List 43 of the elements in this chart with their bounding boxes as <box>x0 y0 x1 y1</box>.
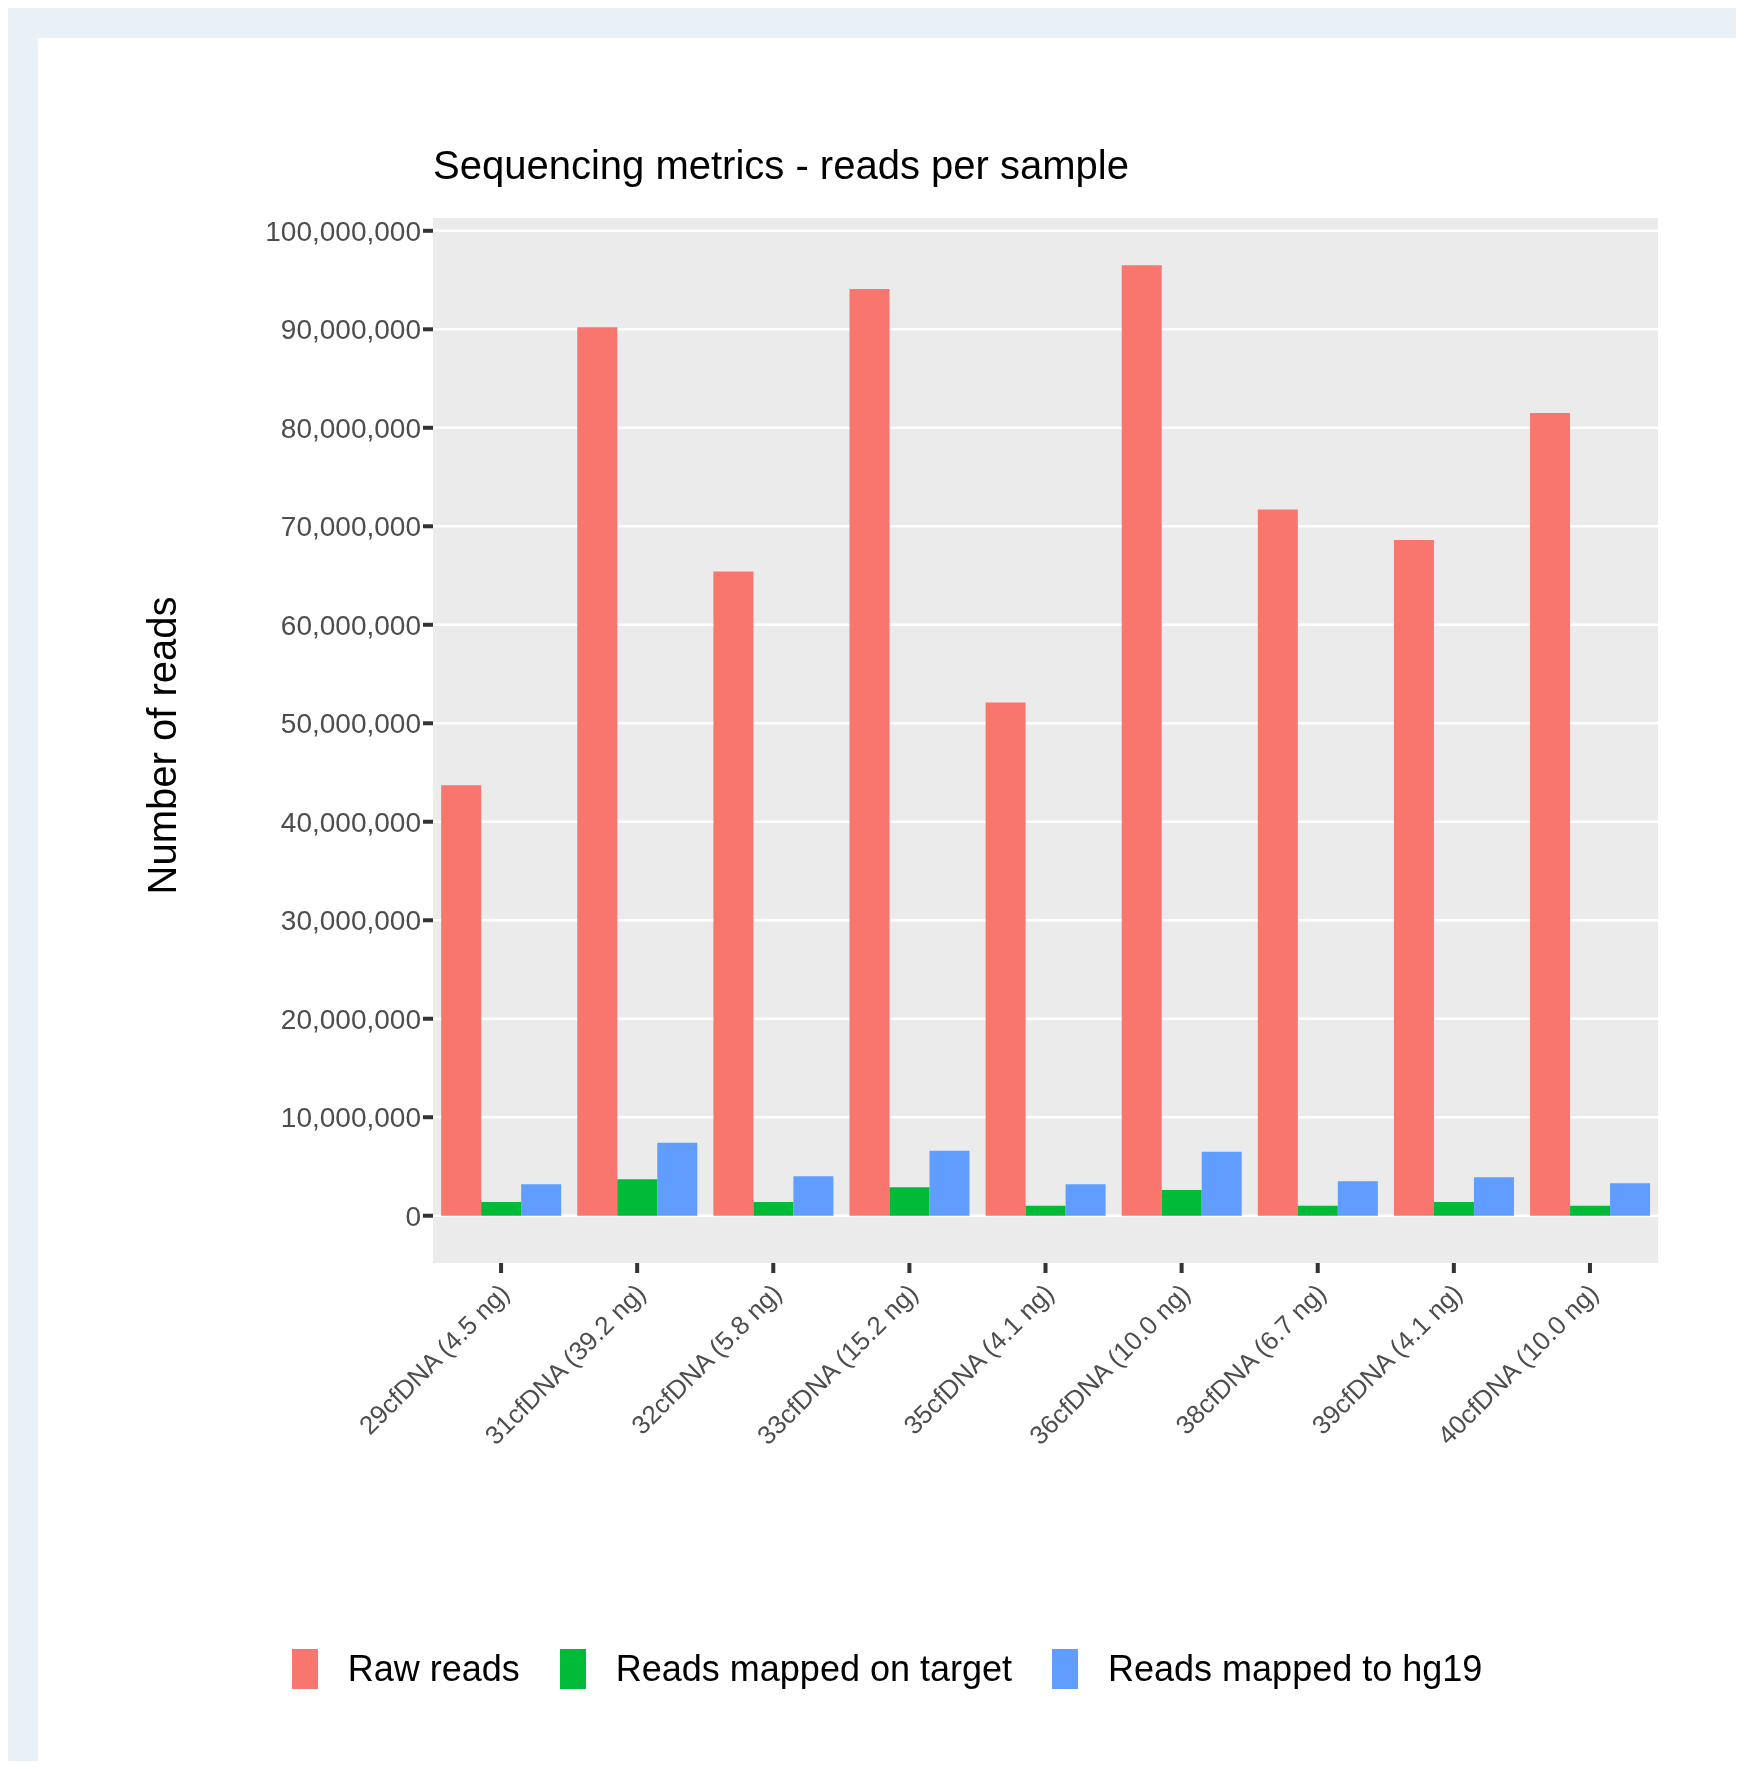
bar <box>1161 1190 1202 1216</box>
legend-label: Reads mapped on target <box>615 1648 1013 1690</box>
bar <box>481 1201 522 1216</box>
bar <box>1337 1181 1378 1216</box>
bar <box>1570 1205 1611 1216</box>
bar <box>985 702 1026 1216</box>
y-tick-label: 0 <box>405 1200 421 1232</box>
y-axis-title: Number of reads <box>140 596 186 895</box>
bar <box>713 571 754 1216</box>
bar <box>1121 265 1162 1216</box>
bar <box>1257 509 1298 1216</box>
bar <box>1530 413 1571 1216</box>
chart-title: Sequencing metrics - reads per sample <box>433 143 1129 188</box>
y-tick-label: 30,000,000 <box>280 905 421 937</box>
y-tick-label: 40,000,000 <box>280 806 421 838</box>
bar <box>849 288 890 1216</box>
y-tick-label: 100,000,000 <box>265 215 421 247</box>
y-tick-label: 20,000,000 <box>280 1003 421 1035</box>
bar <box>1025 1205 1066 1216</box>
bar <box>1610 1183 1651 1216</box>
bar <box>577 327 618 1216</box>
bar <box>1297 1205 1338 1216</box>
bar <box>1201 1151 1242 1216</box>
y-tick-label: 60,000,000 <box>280 609 421 641</box>
bar <box>521 1184 562 1216</box>
bar <box>793 1176 834 1216</box>
bar <box>753 1201 794 1216</box>
bar <box>929 1150 970 1216</box>
y-tick-label: 90,000,000 <box>280 314 421 346</box>
y-tick-label: 70,000,000 <box>280 511 421 543</box>
bar <box>1393 540 1434 1216</box>
bar <box>441 785 482 1216</box>
legend-label: Raw reads <box>347 1648 520 1690</box>
bar <box>1473 1177 1514 1216</box>
y-tick-label: 50,000,000 <box>280 708 421 740</box>
y-tick-label: 80,000,000 <box>280 412 421 444</box>
y-tick-label: 10,000,000 <box>280 1102 421 1134</box>
bar <box>889 1187 930 1216</box>
bar <box>1433 1201 1474 1216</box>
legend-label: Reads mapped to hg19 <box>1108 1648 1483 1690</box>
bar <box>617 1179 658 1216</box>
bar <box>1065 1184 1106 1216</box>
bar <box>657 1142 698 1216</box>
